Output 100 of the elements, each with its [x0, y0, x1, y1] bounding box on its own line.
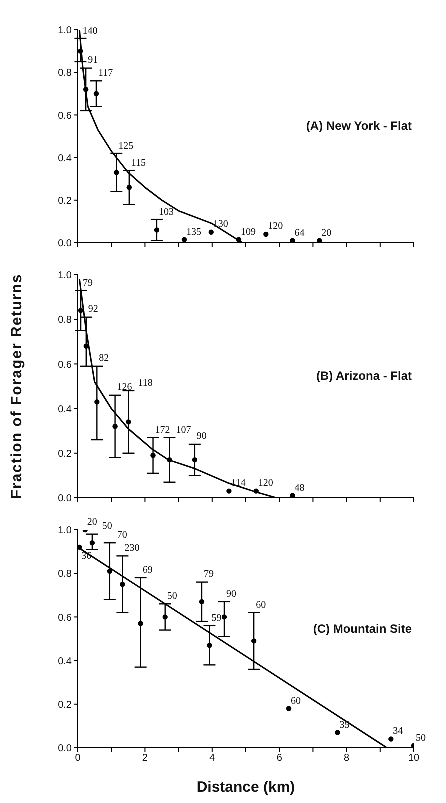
annotation: 20	[322, 228, 332, 240]
annotation: 172	[155, 424, 170, 437]
y-tick-label: 0.4	[58, 153, 72, 164]
point	[251, 638, 257, 644]
annotation: 115	[131, 158, 146, 170]
annotation: 64	[294, 228, 305, 240]
annotation: 109	[240, 226, 256, 239]
x-tick-label: 0	[75, 753, 82, 764]
point	[264, 232, 269, 238]
annotation: 48	[294, 482, 305, 495]
annotation: 59	[212, 612, 222, 625]
y-tick-label: 0.4	[58, 404, 72, 416]
x-tick-label: 4	[210, 753, 216, 764]
annotation: 36	[82, 551, 92, 564]
x-tick-label: 6	[276, 753, 283, 764]
y-tick-label: 0.2	[58, 448, 72, 460]
annotation: 140	[82, 26, 98, 38]
annotation: 107	[176, 424, 192, 437]
y-tick-label: 0.8	[58, 315, 72, 326]
annotation: 70	[117, 530, 128, 542]
point	[182, 237, 188, 242]
y-tick-label: 0.0	[58, 238, 72, 250]
annotation: 230	[124, 543, 140, 556]
annotation: 103	[158, 206, 174, 219]
annotation: 91	[88, 55, 98, 68]
point	[126, 420, 132, 425]
point	[78, 308, 84, 314]
point	[154, 228, 160, 233]
annotation: 126	[117, 382, 132, 394]
annotation: 69	[142, 564, 153, 577]
annotation: 114	[231, 478, 246, 490]
point	[316, 238, 322, 243]
annotation: 50	[102, 521, 112, 534]
y-tick-label: 0.6	[58, 360, 72, 371]
point	[94, 400, 100, 405]
annotation: 117	[98, 68, 114, 80]
point	[138, 621, 144, 626]
annotation: 92	[88, 304, 98, 316]
y-tick-label: 1.0	[58, 270, 72, 282]
point	[83, 87, 89, 92]
point	[94, 91, 100, 96]
y-tick-label: 0.0	[58, 494, 72, 505]
point	[388, 736, 394, 742]
y-tick-label: 0.2	[58, 196, 72, 207]
point	[222, 614, 228, 620]
annotation: (B) Arizona - Flat	[316, 368, 412, 383]
annotation: 130	[213, 219, 228, 232]
point	[150, 453, 156, 458]
point	[120, 582, 126, 588]
point	[226, 488, 232, 494]
y-tick-label: 0.8	[58, 68, 72, 80]
annotation: (C) Mountain Site	[313, 622, 412, 636]
y-tick-label: 0.4	[58, 656, 72, 668]
annotation: 82	[99, 353, 110, 366]
point	[286, 706, 292, 712]
point	[192, 457, 198, 463]
point	[162, 614, 168, 620]
point	[199, 599, 205, 605]
y-tick-label: 0.6	[58, 612, 72, 624]
annotation: 120	[268, 221, 284, 234]
point	[84, 344, 89, 349]
point	[90, 540, 96, 546]
annotation: 120	[258, 478, 274, 490]
point	[112, 424, 118, 430]
point	[254, 488, 260, 494]
point	[335, 730, 340, 736]
x-tick-label: 8	[344, 753, 350, 764]
y-tick-label: 0.6	[58, 110, 72, 122]
point	[107, 568, 113, 574]
annotation: 60	[256, 600, 266, 612]
annotation: 20	[87, 517, 98, 529]
annotation: 60	[291, 696, 301, 708]
annotation: (A) New York - Flat	[306, 119, 412, 134]
annotation: 79	[204, 569, 214, 582]
y-tick-label: 1.0	[58, 526, 72, 537]
annotation: 125	[118, 140, 134, 153]
point	[78, 544, 82, 550]
annotation: 118	[138, 378, 153, 390]
annotation: 34	[393, 726, 404, 738]
y-tick-label: 1.0	[58, 26, 72, 37]
annotation: 90	[196, 431, 207, 444]
y-axis-title: Fraction of Forager Returns	[8, 274, 26, 500]
y-tick-label: 0.0	[58, 744, 72, 755]
annotation: 90	[226, 588, 236, 601]
point	[114, 170, 120, 176]
annotation: 135	[186, 226, 202, 239]
point	[290, 238, 296, 243]
point	[208, 230, 214, 235]
point	[167, 457, 172, 463]
annotation: 50	[416, 732, 426, 745]
annotation: 50	[167, 591, 178, 604]
x-tick-label: 2	[142, 753, 148, 764]
y-tick-label: 0.8	[58, 569, 72, 580]
y-tick-label: 0.2	[58, 700, 72, 711]
x-tick-label: 10	[408, 753, 420, 764]
point	[236, 237, 242, 242]
annotation: 79	[83, 278, 94, 290]
point	[207, 642, 212, 648]
point	[126, 185, 132, 190]
annotation: 35	[340, 720, 350, 732]
